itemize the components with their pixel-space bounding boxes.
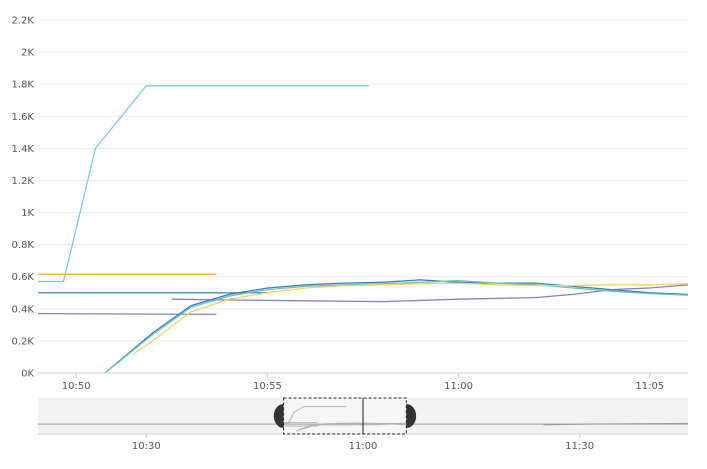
y-tick-label: 0.4K [12,304,35,315]
navigator-x-axis: 10:30 11:00 11:30 [132,434,594,452]
y-tick-label: 1.8K [12,80,35,91]
series-line [37,312,217,316]
x-tick-label: 10:50 [62,381,91,392]
y-tick-label: 1.2K [12,176,35,187]
grid-lines [38,19,688,342]
navigator-x-tick-label: 10:30 [132,441,161,452]
navigator-selection-box[interactable] [283,397,407,435]
y-tick-label: 0.8K [12,240,35,251]
x-axis: 10:50 10:55 11:00 11:05 [62,373,664,392]
series-lines [37,85,689,374]
navigator-selection-window[interactable] [273,397,417,435]
x-tick-label: 11:05 [635,381,664,392]
y-tick-label: 0K [21,369,34,380]
y-tick-label: 1.4K [12,144,35,155]
y-tick-label: 1K [21,208,34,219]
series-line [171,284,689,303]
navigator-series-line [283,406,347,424]
y-tick-label: 2K [21,48,34,59]
y-tick-label: 2.2K [12,16,35,27]
time-navigator[interactable]: 10:30 11:00 11:30 [38,397,689,452]
y-axis: 0K 0.2K 0.4K 0.6K 0.8K 1K 1.2K 1.4K 1.6K 1.8K 2K 2.… [12,16,35,380]
navigator-series-line [301,422,407,430]
series-line [104,280,689,374]
series-line [38,85,370,283]
y-tick-label: 1.6K [12,112,35,123]
navigator-series-line [543,422,689,426]
navigator-left-handle[interactable] [273,404,284,428]
navigator-x-tick-label: 11:30 [565,441,594,452]
x-tick-label: 10:55 [253,381,282,392]
series-line [133,282,689,355]
navigator-x-tick-label: 11:00 [349,441,378,452]
y-tick-label: 0.6K [12,272,35,283]
y-tick-label: 0.2K [12,336,35,347]
series-line [104,279,689,374]
x-tick-label: 11:00 [444,381,473,392]
navigator-right-handle[interactable] [406,404,417,428]
